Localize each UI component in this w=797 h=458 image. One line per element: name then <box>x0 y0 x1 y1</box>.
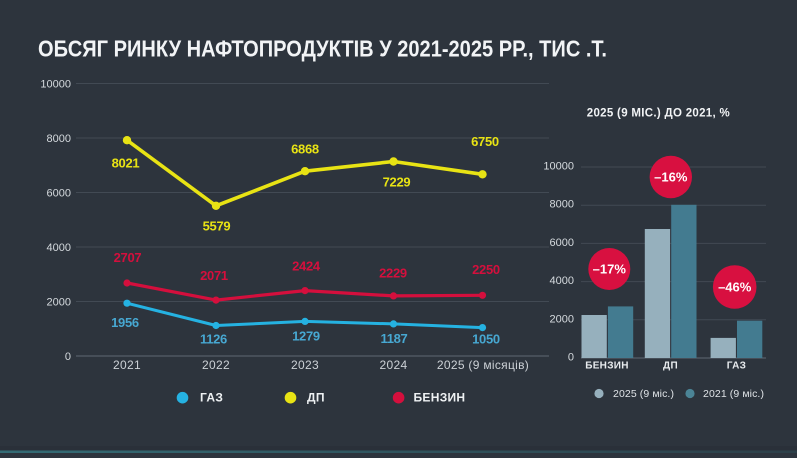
svg-text:4000: 4000 <box>550 275 574 287</box>
svg-text:–16%: –16% <box>654 170 688 185</box>
svg-text:10000: 10000 <box>40 79 71 91</box>
svg-text:2707: 2707 <box>114 250 142 265</box>
svg-text:2025 (9 місяців): 2025 (9 місяців) <box>437 358 529 372</box>
svg-text:ДП: ДП <box>307 390 325 404</box>
svg-text:1279: 1279 <box>292 329 320 344</box>
svg-text:2000: 2000 <box>47 297 71 309</box>
svg-text:–46%: –46% <box>718 280 752 295</box>
svg-text:2071: 2071 <box>200 268 228 283</box>
svg-text:6000: 6000 <box>47 188 71 200</box>
svg-text:2229: 2229 <box>379 266 407 281</box>
svg-text:1126: 1126 <box>200 332 227 347</box>
svg-text:1050: 1050 <box>472 332 500 347</box>
svg-text:0: 0 <box>568 352 574 364</box>
svg-text:8000: 8000 <box>550 199 574 211</box>
svg-text:1187: 1187 <box>380 331 407 346</box>
svg-text:1956: 1956 <box>111 315 139 330</box>
svg-text:ДП: ДП <box>663 361 678 372</box>
svg-text:2021 (9 міс.): 2021 (9 міс.) <box>703 388 764 400</box>
svg-text:2025 (9 МІС.) ДО 2021, %: 2025 (9 МІС.) ДО 2021, % <box>587 108 730 120</box>
svg-text:–17%: –17% <box>593 262 627 277</box>
svg-text:2021: 2021 <box>113 358 141 372</box>
svg-text:5579: 5579 <box>203 219 231 234</box>
svg-text:2000: 2000 <box>550 313 574 325</box>
svg-text:0: 0 <box>65 351 71 363</box>
svg-text:ГАЗ: ГАЗ <box>200 390 223 404</box>
svg-text:2022: 2022 <box>202 358 230 372</box>
svg-text:ОБСЯГ РИНКУ НАФТОПРОДУКТІВ У 2: ОБСЯГ РИНКУ НАФТОПРОДУКТІВ У 2021-2025 Р… <box>38 36 607 62</box>
svg-text:7229: 7229 <box>383 175 411 190</box>
svg-text:2025 (9 міс.): 2025 (9 міс.) <box>613 388 674 400</box>
svg-text:2250: 2250 <box>472 262 500 277</box>
svg-text:6868: 6868 <box>291 142 319 157</box>
svg-text:БЕНЗИН: БЕНЗИН <box>414 390 466 404</box>
svg-text:БЕНЗИН: БЕНЗИН <box>585 361 629 372</box>
svg-text:2024: 2024 <box>380 358 408 372</box>
svg-text:4000: 4000 <box>47 242 71 254</box>
svg-text:ГАЗ: ГАЗ <box>727 361 746 372</box>
svg-text:8000: 8000 <box>47 133 71 145</box>
svg-text:2023: 2023 <box>291 358 319 372</box>
svg-text:6750: 6750 <box>471 134 499 149</box>
svg-text:10000: 10000 <box>543 161 574 173</box>
svg-text:8021: 8021 <box>112 156 140 171</box>
svg-text:6000: 6000 <box>550 237 574 249</box>
svg-text:2424: 2424 <box>292 259 321 274</box>
